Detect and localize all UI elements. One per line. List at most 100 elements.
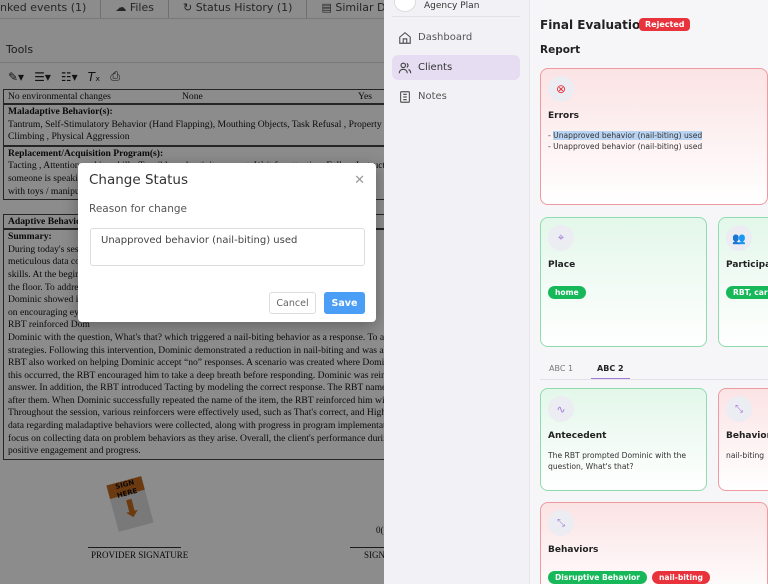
place-tag: home (548, 286, 586, 299)
text-line: with toys / manipula (8, 185, 87, 197)
nav-label: Notes (418, 91, 447, 102)
env-cell: Yes (358, 91, 372, 102)
shrink-icon: ⤡ (548, 510, 574, 536)
modal-title: Change Status (89, 172, 188, 188)
error-circle-icon: ⊗ (548, 76, 574, 102)
close-icon[interactable]: ✕ (354, 173, 365, 188)
antecedent-card: ∿ Antecedent The RBT prompted Dominic wi… (540, 388, 707, 491)
tools-label: Tools (6, 43, 34, 56)
section-title: Replacement/Acquisition Program(s): (8, 147, 164, 159)
summary-line: strategies. Following this intervention,… (8, 344, 384, 356)
env-cell: None (182, 91, 203, 102)
participants-card: 👥 Participa RBT, care (718, 217, 768, 347)
card-title: Antecedent (548, 431, 607, 441)
document-tabs: nked events (1) ☁ Files ↻ Status History… (0, 0, 384, 19)
card-title: Participa (726, 260, 768, 270)
location-icon: ⌖ (548, 225, 574, 251)
summary-line: RBT reinforced Dom (8, 319, 90, 331)
behavior-text: nail-biting (726, 451, 765, 460)
section-title: Summary: (8, 231, 52, 243)
section-title: Maladaptive Behavior(s): (8, 106, 113, 117)
error-line: - Unapproved behavior (nail-biting) used (548, 131, 703, 140)
signature-line (350, 547, 384, 548)
home-icon (399, 31, 411, 44)
summary-line: this occurred, the RBT encouraged him to… (8, 369, 384, 381)
shrink-icon: ⤡ (726, 396, 752, 422)
tab-status-history[interactable]: ↻ Status History (1) (183, 0, 308, 18)
behavior-card: ⤡ Behavior nail-biting (718, 388, 768, 491)
summary-line: Throughout the session, various reinforc… (8, 407, 384, 419)
behavior-tag: Disruptive Behavior (548, 571, 647, 584)
summary-line: answer. In addition, the RBT introduced … (8, 382, 384, 394)
place-card: ⌖ Place home (540, 217, 707, 347)
summary-line: meticulous data coll (8, 256, 86, 268)
sidebar-item-dashboard[interactable]: Dashboard (392, 25, 520, 50)
text-line: Climbing , Physical Aggression (8, 131, 130, 143)
reason-textarea[interactable]: Unapproved behavior (nail-biting) used (90, 228, 365, 266)
env-cell: No environmental changes (8, 91, 111, 102)
summary-line: after them. When Dominic successfully re… (8, 394, 384, 406)
brand-name: Agency Plan (424, 1, 480, 11)
summary-line: Dominic showed im (8, 294, 86, 306)
highlight-pen-icon[interactable]: ✎▾ (8, 69, 25, 84)
tab-abc-2[interactable]: ABC 2 (591, 360, 630, 379)
participants-tag: RBT, care (726, 286, 768, 299)
change-status-modal: Change Status ✕ Reason for change Unappr… (78, 163, 376, 322)
print-icon[interactable]: ⎙ (110, 69, 120, 83)
section-title: Report (540, 44, 581, 56)
numbered-list-icon[interactable]: ☷▾ (60, 69, 78, 84)
error-text: Unapproved behavior (nail-biting) used (553, 142, 703, 151)
bullet-list-icon[interactable]: ☰▾ (34, 69, 51, 84)
tab-similar-documents[interactable]: ▤ Similar Docume (321, 0, 384, 18)
signature-line (88, 547, 181, 548)
text-line: Tantrum, Self-Stimulatory Behavior (Hand… (8, 118, 384, 130)
summary-line: skills. At the beginni (8, 268, 88, 280)
page-title: Final Evaluation (540, 18, 649, 32)
summary-line: focus on collecting data on problem beha… (8, 432, 384, 444)
status-badge: Rejected (639, 18, 691, 31)
behavior-tag: nail-biting (651, 571, 710, 584)
main-content: Final Evaluation Rejected Report ⊗ Error… (530, 0, 768, 584)
antecedent-text: question, What's that? (548, 462, 634, 471)
divider (392, 16, 520, 17)
users-icon (398, 62, 412, 73)
signature2-label: SIGN (364, 550, 384, 560)
maladaptive-section: Maladaptive Behavior(s): Tantrum, Self-S… (3, 104, 384, 146)
tab-linked-events[interactable]: nked events (1) (0, 0, 102, 18)
nav-label: Clients (418, 62, 453, 73)
card-title: Place (548, 260, 576, 270)
clear-format-icon[interactable]: Tₓ (87, 69, 101, 84)
activity-icon: ∿ (548, 396, 574, 422)
tab-abc-1[interactable]: ABC 1 (549, 364, 574, 373)
sidebar-item-clients[interactable]: Clients (392, 55, 520, 80)
cancel-button[interactable]: Cancel (269, 292, 316, 314)
editor-toolbar: ✎▾ ☰▾ ☷▾ Tₓ ⎙ (0, 62, 384, 90)
agency-logo (394, 0, 416, 12)
text-line: someone is speaking (8, 172, 88, 184)
summary-line: RBT also worked on helping Dominic accep… (8, 357, 384, 369)
provider-signature-label: PROVIDER SIGNATURE (91, 550, 189, 560)
card-title: Behavior (726, 431, 768, 441)
antecedent-text: The RBT prompted Dominic with the (548, 451, 687, 460)
summary-line: data regarding maladaptive behaviors wer… (8, 420, 384, 432)
behaviors-card: ⤡ Behaviors Disruptive Behavior nail-biti… (540, 502, 768, 584)
summary-line: During today's sessi (8, 243, 85, 255)
reason-label: Reason for change (89, 203, 188, 215)
summary-line: positive engagement and progress. (8, 445, 141, 457)
section-title: Adaptive Behavior T (8, 216, 94, 228)
users-icon: 👥 (726, 225, 752, 251)
sidebar-item-notes[interactable]: Notes (392, 84, 520, 109)
tab-files[interactable]: ☁ Files (115, 0, 169, 18)
sidebar: Agency Plan Dashboard Clients Notes (384, 0, 530, 584)
save-button[interactable]: Save (324, 292, 365, 314)
notes-icon (400, 90, 410, 103)
summary-line: Dominic with the question, What's that? … (8, 331, 384, 343)
summary-section: Summary: During today's sessi meticulous … (3, 229, 384, 460)
card-title: Behaviors (548, 545, 599, 555)
date-fragment: 0( (376, 525, 384, 535)
summary-line: the floor. To address (8, 281, 87, 293)
error-text: Unapproved behavior (nail-biting) used (553, 131, 703, 140)
abc-tabs: ABC 1 ABC 2 (540, 360, 768, 380)
summary-line: on encouraging eye (8, 306, 84, 318)
errors-card: ⊗ Errors - Unapproved behavior (nail-bit… (540, 68, 768, 205)
